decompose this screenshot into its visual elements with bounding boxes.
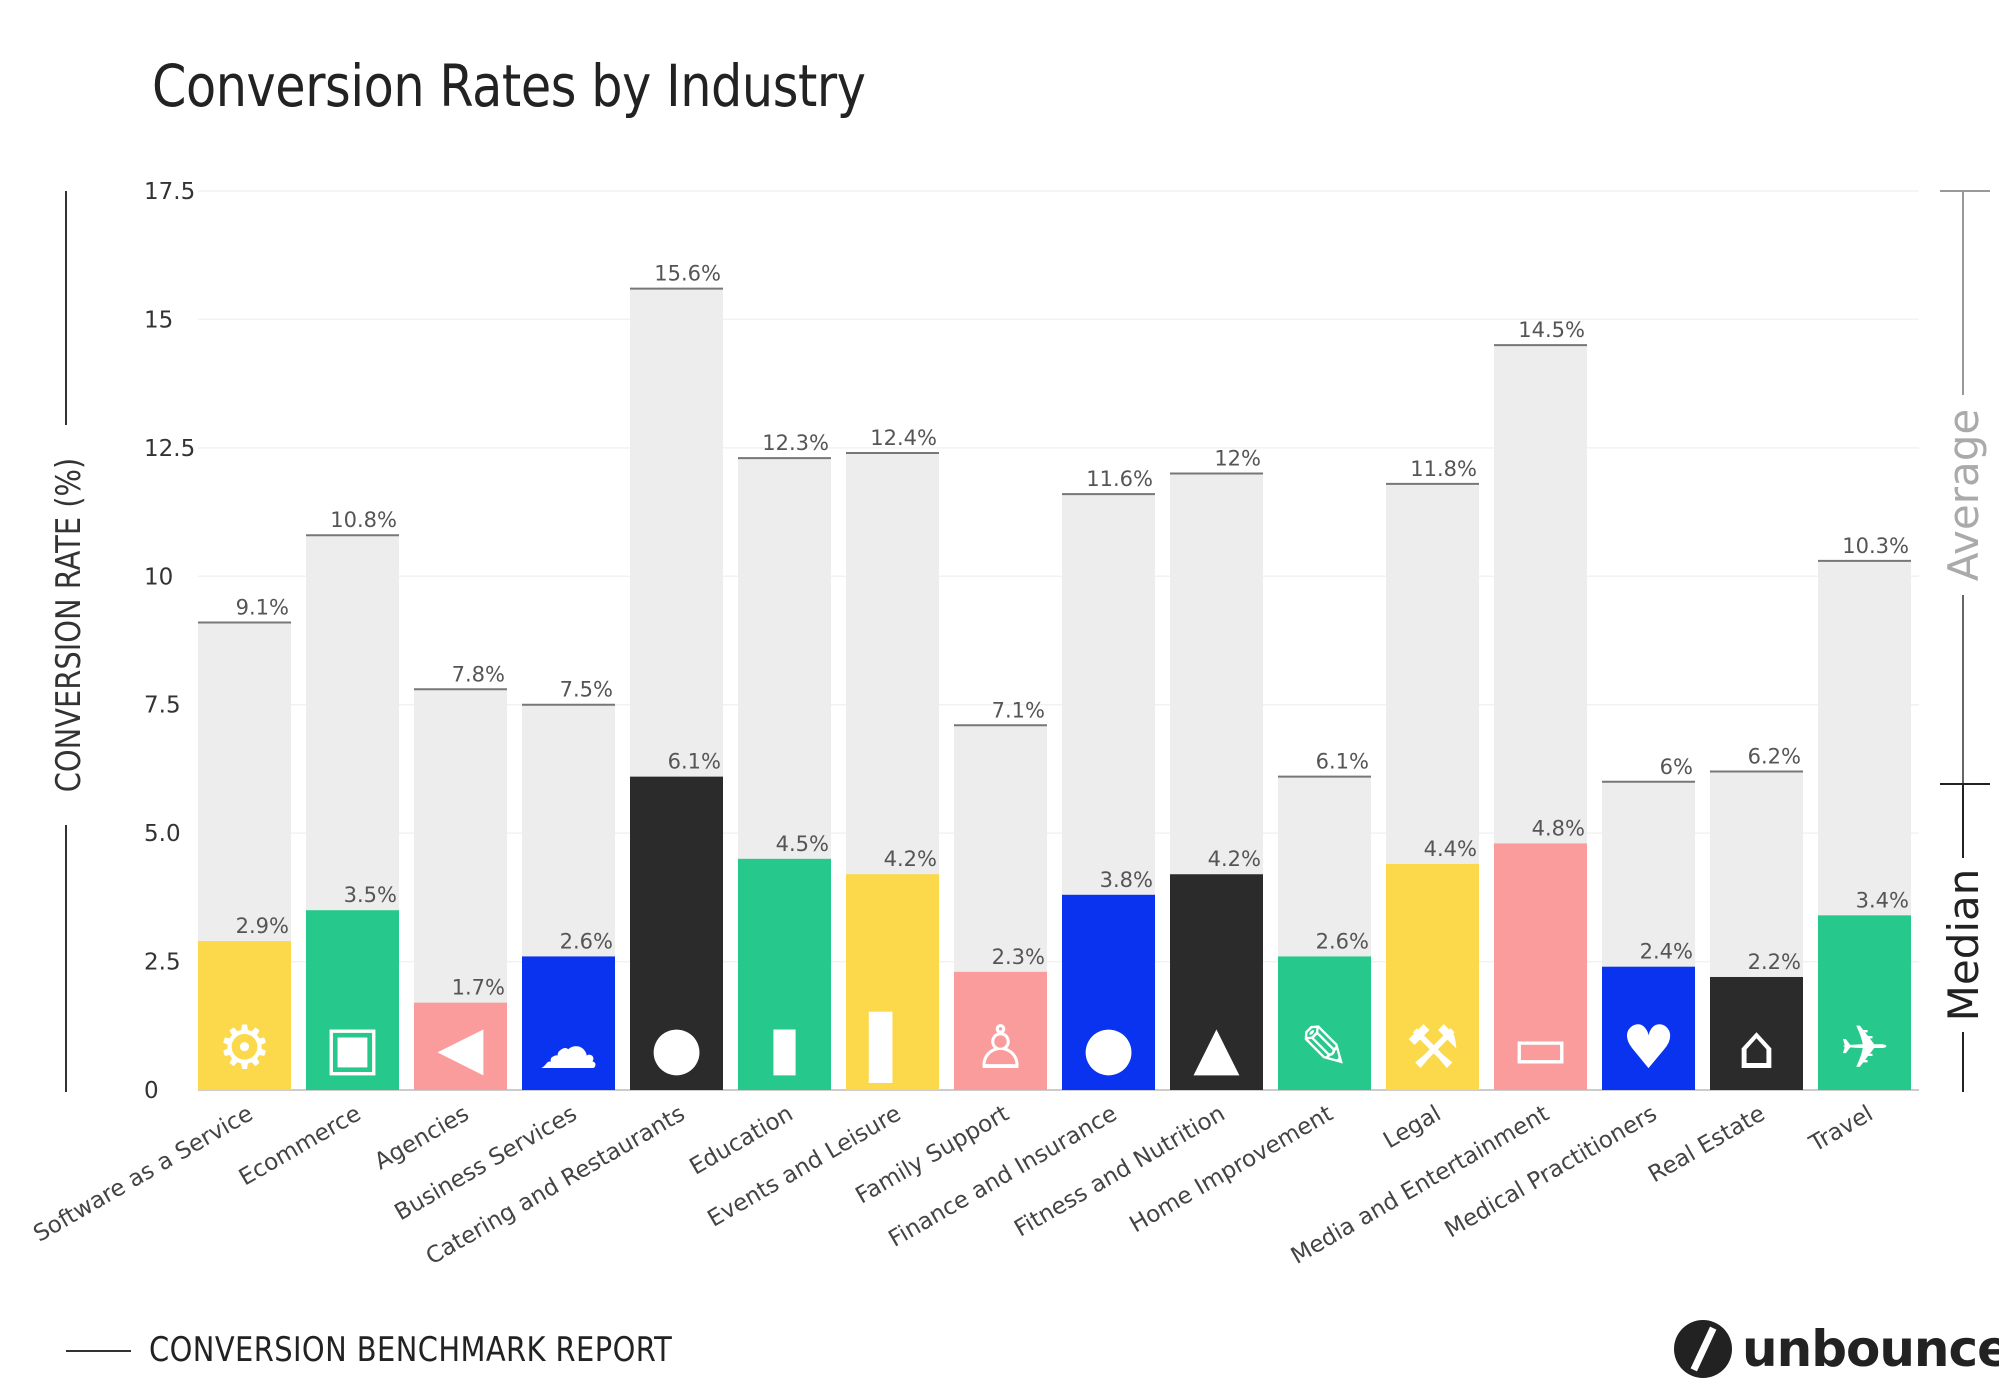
median-bar <box>954 971 1047 1090</box>
average-value-label: 14.5% <box>1518 318 1585 342</box>
airplane-icon: ✈ <box>1839 1013 1889 1083</box>
unbounce-logo-icon <box>1674 1320 1732 1378</box>
box-icon: ▣ <box>324 1013 381 1083</box>
median-value-label: 2.2% <box>1748 950 1801 974</box>
average-value-label: 9.1% <box>236 596 289 620</box>
median-bar <box>414 1002 507 1090</box>
median-value-label: 4.2% <box>1208 847 1261 871</box>
sneakers-icon: ▲ <box>1193 1013 1239 1083</box>
average-value-label: 10.3% <box>1842 534 1909 558</box>
brand-name: unbounce <box>1742 1320 1999 1378</box>
median-bar <box>306 910 399 1090</box>
megaphone-icon: ◀ <box>437 1013 483 1083</box>
median-bar <box>1710 976 1803 1090</box>
average-value-label: 7.8% <box>452 662 505 686</box>
x-tick-label: Real Estate <box>1644 1101 1769 1188</box>
median-bar <box>630 776 723 1090</box>
median-value-label: 2.6% <box>560 929 613 953</box>
y-axis-title: CONVERSION RATE (%) <box>50 458 89 793</box>
y-tick-label: 2.5 <box>144 950 181 976</box>
x-tick-label: Home Improvement <box>1125 1101 1337 1239</box>
y-tick-label: 12.5 <box>144 436 195 462</box>
median-bar <box>1386 863 1479 1090</box>
x-tick-label: Events and Leisure <box>703 1101 905 1233</box>
average-value-label: 10.8% <box>330 508 397 532</box>
median-bar <box>522 956 615 1090</box>
gavel-icon: ⚒ <box>1406 1013 1460 1083</box>
average-value-label: 12.4% <box>870 426 937 450</box>
median-value-label: 2.6% <box>1316 929 1369 953</box>
median-value-label: 4.4% <box>1424 837 1477 861</box>
chart-title: Conversion Rates by Industry <box>152 52 866 120</box>
footer-report-label: CONVERSION BENCHMARK REPORT <box>149 1330 673 1370</box>
y-tick-label: 5.0 <box>144 821 181 847</box>
x-tick-label: Business Services <box>390 1101 581 1226</box>
average-value-label: 6.1% <box>1316 750 1369 774</box>
average-value-label: 12% <box>1214 447 1261 471</box>
microphone-icon: ▌ <box>868 1011 915 1083</box>
x-tick-label: Travel <box>1804 1101 1877 1158</box>
median-bar <box>1494 843 1587 1090</box>
median-bar <box>1602 966 1695 1090</box>
piggy-bank-icon: ● <box>1082 1013 1134 1083</box>
median-value-label: 4.8% <box>1532 816 1585 840</box>
median-bar <box>1818 915 1911 1090</box>
x-tick-label: Legal <box>1379 1101 1445 1154</box>
average-value-label: 12.3% <box>762 431 829 455</box>
house-icon: ⌂ <box>1737 1013 1775 1083</box>
median-bar <box>738 858 831 1090</box>
median-value-label: 4.5% <box>776 832 829 856</box>
cloud-icon: ☁ <box>539 1013 599 1083</box>
average-value-label: 6% <box>1660 755 1693 779</box>
median-bar <box>1170 874 1263 1090</box>
average-value-label: 11.6% <box>1086 467 1153 491</box>
median-value-label: 2.4% <box>1640 940 1693 964</box>
person-icon: ♙ <box>974 1013 1028 1083</box>
median-value-label: 1.7% <box>452 976 505 1000</box>
average-value-label: 7.5% <box>560 678 613 702</box>
legend-median-label: Median <box>1939 869 1988 1022</box>
median-value-label: 3.4% <box>1856 888 1909 912</box>
median-value-label: 3.5% <box>344 883 397 907</box>
median-bar <box>1278 956 1371 1090</box>
tv-icon: ▭ <box>1512 1013 1569 1083</box>
median-value-label: 2.3% <box>992 945 1045 969</box>
brand-logo: unbounce <box>1674 1320 1999 1378</box>
y-tick-label: 0 <box>144 1078 159 1104</box>
median-bar <box>846 874 939 1090</box>
average-value-label: 15.6% <box>654 262 721 286</box>
x-tick-label: Software as a Service <box>29 1101 257 1248</box>
average-value-label: 7.1% <box>992 698 1045 722</box>
book-icon: ▮ <box>768 1013 801 1083</box>
heart-icon: ♥ <box>1622 1013 1676 1083</box>
y-tick-label: 10 <box>144 564 173 590</box>
gear-icon: ⚙ <box>218 1013 272 1083</box>
x-tick-label: Ecommerce <box>235 1101 366 1192</box>
legend-average-label: Average <box>1939 409 1988 581</box>
y-tick-label: 17.5 <box>144 179 195 205</box>
median-value-label: 6.1% <box>668 750 721 774</box>
paintbrush-icon: ✎ <box>1299 1013 1349 1083</box>
spoon-icon: ● <box>650 1013 702 1083</box>
median-value-label: 2.9% <box>236 914 289 938</box>
median-value-label: 3.8% <box>1100 868 1153 892</box>
y-tick-label: 7.5 <box>144 693 181 719</box>
median-value-label: 4.2% <box>884 847 937 871</box>
median-bar <box>1062 894 1155 1090</box>
y-tick-label: 15 <box>144 307 173 333</box>
median-bar <box>198 941 291 1090</box>
footer-divider <box>66 1350 131 1352</box>
average-value-label: 6.2% <box>1748 744 1801 768</box>
average-value-label: 11.8% <box>1410 457 1477 481</box>
